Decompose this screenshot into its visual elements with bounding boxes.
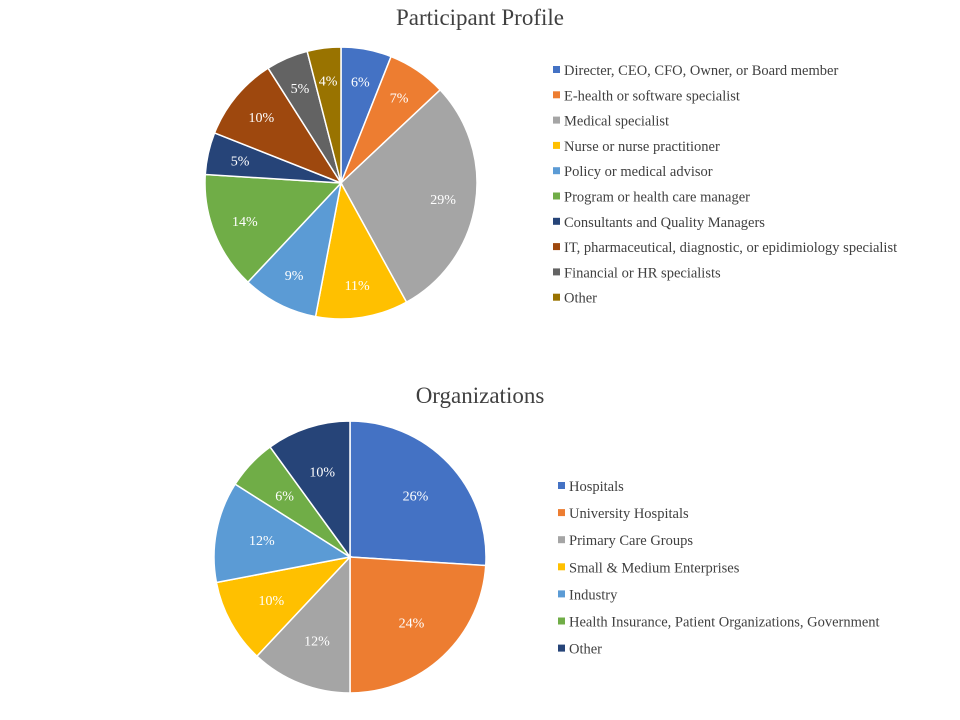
legend-label-hospitals: Hospitals <box>569 479 624 495</box>
data-label-directer-ceo-cfo-owner-or-board-member: 6% <box>351 75 370 90</box>
data-label-policy-or-medical-advisor: 9% <box>285 269 304 284</box>
legend-swatch-policy-or-medical-advisor <box>553 167 560 175</box>
data-label-other: 4% <box>319 74 338 89</box>
pie <box>204 46 478 320</box>
data-label-other: 10% <box>309 466 335 481</box>
chart-title: Participant Profile <box>396 5 564 30</box>
legend-label-financial-or-hr-specialists: Financial or HR specialists <box>564 265 721 281</box>
data-label-small-medium-enterprises: 10% <box>259 594 285 609</box>
pie-slice-other <box>306 46 342 184</box>
legend-label-medical-specialist: Medical specialist <box>564 114 669 130</box>
legend-swatch-other <box>558 644 565 652</box>
pie-slice-nurse-or-nurse-practitioner <box>314 180 408 320</box>
legend-label-university-hospitals: University Hospitals <box>569 506 689 522</box>
legend-swatch-university-hospitals <box>558 509 565 517</box>
participant-profile-chart: Participant Profile 6% 7% 29% 11% 9% 14% 5% 10%… <box>204 5 897 320</box>
pie-slice-program-or-health-care-manager <box>204 173 343 284</box>
pie-slice-other <box>269 420 351 560</box>
legend-swatch-small-medium-enterprises <box>558 563 565 571</box>
legend: Directer, CEO, CFO, Owner, or Board memb… <box>553 63 897 307</box>
legend-swatch-other <box>553 293 560 301</box>
legend: Hospitals University Hospitals Primary Car… <box>558 479 880 658</box>
legend-swatch-e-health-or-software-specialist <box>553 91 560 99</box>
legend-swatch-financial-or-hr-specialists <box>553 268 560 276</box>
data-label-financial-or-hr-specialists: 5% <box>291 82 310 97</box>
legend-swatch-nurse-or-nurse-practitioner <box>553 141 560 149</box>
data-label-nurse-or-nurse-practitioner: 11% <box>345 279 370 294</box>
legend-label-directer-ceo-cfo-owner-or-board-member: Directer, CEO, CFO, Owner, or Board memb… <box>564 63 838 79</box>
data-label-program-or-health-care-manager: 14% <box>232 215 258 230</box>
legend-label-e-health-or-software-specialist: E-health or software specialist <box>564 88 740 104</box>
data-label-e-health-or-software-specialist: 7% <box>390 92 409 107</box>
slice-labels: 26% 24% 12% 10% 12% 6% 10% <box>249 466 429 650</box>
legend-label-industry: Industry <box>569 587 618 603</box>
legend-label-it-pharmaceutical-diagnostic-or-epidimiology-specialist: IT, pharmaceutical, diagnostic, or epidi… <box>564 240 897 256</box>
legend-swatch-program-or-health-care-manager <box>553 192 560 200</box>
legend-label-primary-care-groups: Primary Care Groups <box>569 533 693 549</box>
legend-label-other: Other <box>564 291 597 307</box>
chart-title: Organizations <box>416 383 545 408</box>
legend-swatch-it-pharmaceutical-diagnostic-or-epidimiology-specialist <box>553 243 560 251</box>
data-label-primary-care-groups: 12% <box>304 634 330 649</box>
legend-swatch-hospitals <box>558 482 565 489</box>
legend-label-consultants-and-quality-managers: Consultants and Quality Managers <box>564 215 765 231</box>
slice-labels: 6% 7% 29% 11% 9% 14% 5% 10% 5% 4% <box>231 74 456 294</box>
data-label-health-insurance-patient-organizations-government: 6% <box>275 490 294 505</box>
pie-slice-hospitals <box>349 420 487 567</box>
data-label-university-hospitals: 24% <box>399 616 425 631</box>
legend-swatch-consultants-and-quality-managers <box>553 217 560 225</box>
pie-slice-it-pharmaceutical-diagnostic-or-epidimiology-specialist <box>213 67 343 185</box>
legend-swatch-industry <box>558 590 565 598</box>
legend-label-health-insurance-patient-organizations-government: Health Insurance, Patient Organizations,… <box>569 615 880 631</box>
pie <box>213 420 487 694</box>
legend-swatch-primary-care-groups <box>558 536 565 544</box>
data-label-hospitals: 26% <box>403 490 429 505</box>
pie-slice-industry <box>213 483 353 584</box>
legend-label-program-or-health-care-manager: Program or health care manager <box>564 190 750 206</box>
pie-slice-medical-specialist <box>340 88 478 304</box>
data-label-consultants-and-quality-managers: 5% <box>231 154 250 169</box>
pie-slice-small-medium-enterprises <box>215 555 353 658</box>
legend-label-other: Other <box>569 642 602 658</box>
legend-swatch-health-insurance-patient-organizations-government <box>558 617 565 625</box>
data-label-it-pharmaceutical-diagnostic-or-epidimiology-specialist: 10% <box>249 111 275 126</box>
legend-swatch-directer-ceo-cfo-owner-or-board-member <box>553 66 560 73</box>
legend-label-policy-or-medical-advisor: Policy or medical advisor <box>564 164 713 180</box>
legend-swatch-medical-specialist <box>553 116 560 124</box>
pie-slice-university-hospitals <box>349 556 487 694</box>
legend-label-nurse-or-nurse-practitioner: Nurse or nurse practitioner <box>564 139 720 155</box>
data-label-industry: 12% <box>249 534 275 549</box>
pie-slice-primary-care-groups <box>255 555 351 694</box>
data-label-medical-specialist: 29% <box>430 193 456 208</box>
organizations-chart: Organizations 26% 24% 12% 10% 12% 6% 10% Hospi… <box>213 383 880 694</box>
legend-label-small-medium-enterprises: Small & Medium Enterprises <box>569 560 740 576</box>
